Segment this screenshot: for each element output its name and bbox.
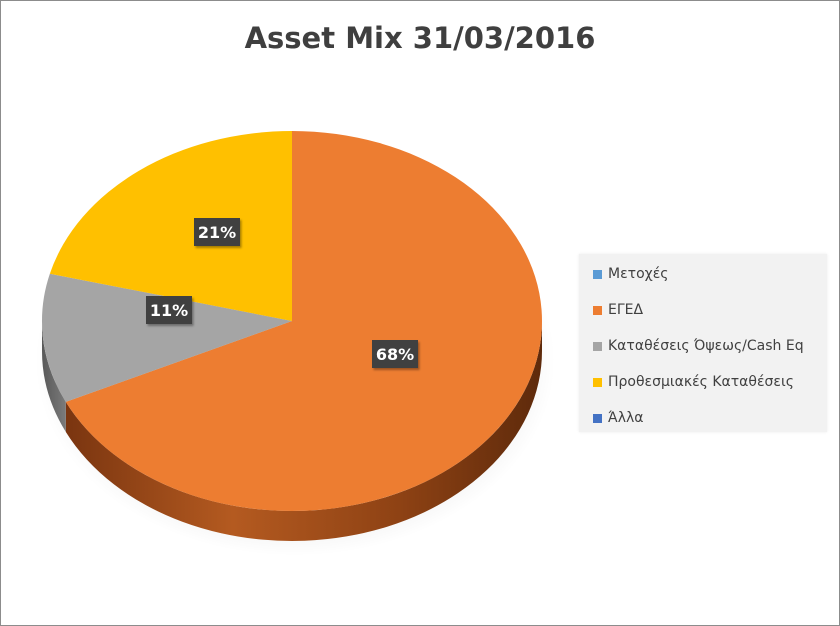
legend-item-1: ΕΓΕΔ <box>593 300 643 320</box>
slice-1-side <box>65 321 542 542</box>
legend-item-2: Καταθέσεις Όψεως/Cash Eq <box>593 336 804 356</box>
legend-item-0: Μετοχές <box>593 264 669 284</box>
legend-label: Καταθέσεις Όψεως/Cash Eq <box>608 338 804 354</box>
slice-2-top <box>42 273 293 402</box>
svg-text:11%: 11% <box>150 301 188 320</box>
legend-swatch <box>593 413 602 423</box>
svg-text:21%: 21% <box>198 223 236 242</box>
pie-labels: 68% 11% 21% <box>146 218 418 368</box>
pie-tops <box>42 131 542 511</box>
chart-title: Asset Mix 31/03/2016 <box>244 21 596 55</box>
slice-2-data-label: 11% <box>146 296 192 324</box>
legend-swatch <box>593 341 602 351</box>
slice-3-data-label: 21% <box>194 218 240 246</box>
slice-3-top <box>49 131 292 321</box>
legend-item-4: Άλλα <box>593 408 644 428</box>
pie-sides <box>42 321 542 542</box>
legend-item-3: Προθεσμιακές Καταθέσεις <box>593 372 794 392</box>
legend-label: Προθεσμιακές Καταθέσεις <box>608 374 794 390</box>
slice-1-data-label: 68% <box>372 340 418 368</box>
slice-1-top <box>65 131 542 511</box>
legend-label: ΕΓΕΔ <box>608 302 644 318</box>
legend-label: Μετοχές <box>608 266 669 282</box>
legend-swatch <box>593 305 602 315</box>
legend-swatch <box>593 269 602 279</box>
svg-text:68%: 68% <box>376 345 414 364</box>
slice-2-side <box>42 321 66 432</box>
legend-label: Άλλα <box>608 410 644 426</box>
legend-swatch <box>593 377 602 387</box>
legend: Μετοχές ΕΓΕΔ Καταθέσεις Όψεως/Cash Eq Προθε… <box>579 254 827 432</box>
